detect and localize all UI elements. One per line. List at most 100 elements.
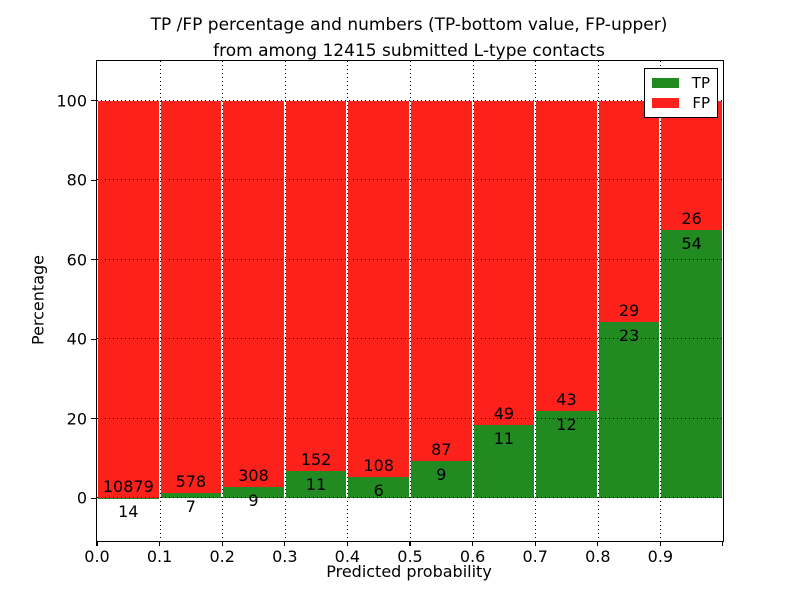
plot-area: 10879 14 578 7 308 9 152 11 108 6 87 9 49 11 43 12 29 23 2… — [56, 60, 724, 566]
x-tick-label: 0.1 — [146, 547, 173, 566]
y-tick-label: 40 — [66, 329, 87, 349]
tp-count-label: 6 — [373, 481, 384, 501]
y-tick-mark — [91, 100, 97, 102]
x-tick-mark — [597, 541, 599, 546]
fp-bar-segment — [536, 100, 597, 412]
fp-bar-segment — [661, 100, 722, 230]
x-tick-label: 0.5 — [397, 547, 423, 566]
vertical-gridline — [222, 61, 224, 541]
y-tick-label: 0 — [76, 488, 87, 508]
legend-item-tp: TP — [645, 73, 717, 93]
tp-bar-segment — [536, 411, 597, 499]
x-tick-mark — [722, 541, 724, 546]
chart-title: TP /FP percentage and numbers (TP-bottom… — [96, 12, 722, 64]
tp-bar-segment — [473, 425, 535, 499]
vertical-gridline — [347, 61, 349, 541]
fp-bar-segment — [285, 100, 347, 472]
tp-legend-swatch — [652, 78, 679, 88]
x-tick-mark — [659, 541, 661, 546]
tp-bar-segment — [411, 460, 472, 499]
x-tick-label: 0.8 — [585, 547, 611, 566]
fp-count-label: 10879 — [102, 476, 154, 496]
tp-count-label: 54 — [681, 233, 702, 253]
fp-legend-swatch — [652, 98, 679, 108]
bar-group: 578 7 — [160, 61, 223, 541]
x-tick-mark — [346, 541, 348, 546]
bar-group: 152 11 — [285, 61, 348, 541]
x-tick-label: 0.9 — [647, 547, 674, 566]
x-tick-label: 0.0 — [84, 547, 110, 566]
chart-title-line1: TP /FP percentage and numbers (TP-bottom… — [150, 15, 668, 35]
x-axis-label: Predicted probability — [326, 562, 492, 581]
bar-group: 49 11 — [473, 61, 536, 541]
x-tick-mark — [409, 541, 411, 546]
tp-count-label: 11 — [493, 429, 515, 449]
y-tick-mark — [91, 418, 97, 420]
tp-bar-segment — [598, 322, 660, 499]
tp-count-label: 23 — [618, 326, 640, 346]
tp-bar-segment — [223, 486, 284, 499]
tp-count-label: 9 — [248, 490, 259, 510]
tp-bar-segment — [160, 493, 222, 499]
fp-bar-segment — [223, 100, 284, 487]
bar-group: 308 9 — [222, 61, 285, 541]
bar-group: 43 12 — [535, 61, 598, 541]
y-tick-label: 80 — [66, 170, 87, 190]
fp-bar-segment — [411, 100, 472, 461]
y-tick-mark — [91, 497, 97, 499]
fp-count-label: 26 — [681, 208, 702, 228]
tp-bar-segment — [285, 471, 347, 499]
fp-count-label: 108 — [363, 456, 394, 476]
bar-group: 10879 14 — [97, 61, 160, 541]
fp-count-label: 152 — [300, 450, 332, 470]
x-tick-mark — [221, 541, 223, 546]
fp-count-label: 308 — [238, 465, 269, 485]
y-tick-mark — [91, 179, 97, 181]
y-tick-label: 60 — [66, 250, 87, 270]
chart-title-line2: from among 12415 submitted L-type contac… — [213, 41, 605, 61]
y-tick-label: 20 — [66, 409, 87, 429]
y-tick-mark — [91, 338, 97, 340]
bar-group: 29 23 — [598, 61, 661, 541]
x-tick-label: 0.7 — [522, 547, 548, 566]
fp-count-label: 43 — [556, 390, 577, 410]
vertical-gridline — [159, 61, 161, 541]
fp-bar-segment — [598, 100, 660, 323]
x-tick-label: 0.2 — [209, 547, 235, 566]
fp-bar-segment — [160, 100, 222, 494]
bar-group: 87 9 — [410, 61, 473, 541]
fp-bar-segment — [348, 100, 409, 478]
fp-bar-segment — [98, 100, 159, 498]
x-tick-mark — [159, 541, 161, 546]
vertical-gridline — [472, 61, 474, 541]
y-tick-label: 100 — [56, 91, 87, 111]
bar-group: 108 6 — [347, 61, 410, 541]
x-tick-mark — [534, 541, 536, 546]
vertical-gridline — [597, 61, 599, 541]
x-tick-label: 0.3 — [272, 547, 298, 566]
x-tick-label: 0.6 — [459, 547, 486, 566]
vertical-gridline — [660, 61, 662, 541]
x-tick-mark — [96, 541, 98, 546]
x-tick-mark — [472, 541, 474, 546]
tp-bar-segment — [348, 477, 409, 499]
tp-count-label: 7 — [185, 497, 196, 517]
y-axis-label: Percentage — [28, 254, 48, 346]
vertical-gridline — [410, 61, 411, 541]
tp-count-label: 14 — [118, 501, 139, 521]
tp-count-label: 12 — [556, 415, 577, 435]
fp-bar-segment — [473, 100, 535, 426]
fp-count-label: 578 — [175, 472, 207, 492]
tp-bar-segment — [661, 229, 722, 499]
tp-count-label: 9 — [436, 464, 447, 484]
fp-count-label: 29 — [618, 301, 640, 321]
x-tick-mark — [284, 541, 286, 546]
legend-label-tp: TP — [691, 74, 710, 92]
legend: TP FP — [644, 68, 718, 118]
tp-count-label: 11 — [305, 475, 327, 495]
vertical-gridline — [535, 61, 537, 541]
y-tick-mark — [91, 259, 97, 261]
legend-label-fp: FP — [692, 94, 710, 112]
vertical-gridline — [284, 61, 286, 541]
